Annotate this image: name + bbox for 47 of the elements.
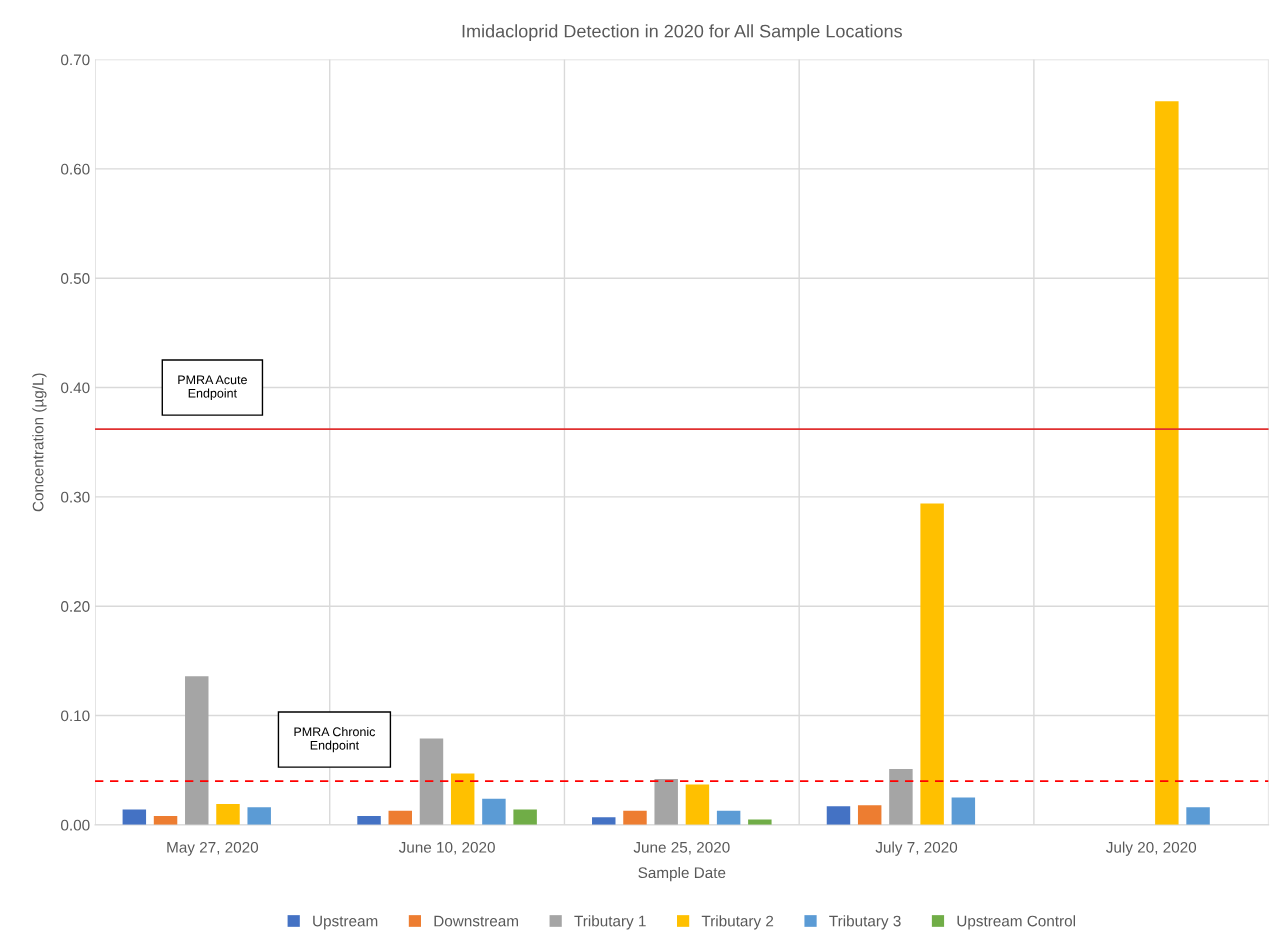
bar	[153, 816, 178, 825]
bar	[122, 809, 147, 825]
legend-label: Tributary 3	[829, 915, 901, 930]
bar	[685, 784, 710, 825]
bar	[826, 806, 851, 825]
ref-line-label: PMRA Acute Endpoint	[178, 375, 247, 401]
bar	[1155, 101, 1179, 825]
x-tick-label: June 25, 2020	[633, 841, 730, 855]
bar	[216, 804, 240, 825]
bar	[654, 778, 678, 825]
bar	[419, 738, 444, 825]
y-tick-label: 0.40	[61, 382, 90, 394]
bar	[513, 809, 537, 825]
bar	[185, 676, 209, 825]
x-axis-title: Sample Date	[638, 866, 726, 882]
x-tick-label: July 7, 2020	[875, 841, 958, 856]
bar	[1186, 807, 1210, 825]
bar	[450, 773, 475, 825]
bar	[920, 503, 944, 825]
bar	[857, 805, 882, 825]
legend-label: Tributary 1	[574, 915, 646, 930]
legend-label: Upstream	[313, 915, 378, 930]
y-tick-label: 0.00	[61, 819, 90, 831]
bar	[482, 798, 506, 825]
y-tick-label: 0.60	[61, 163, 90, 175]
ref-line-label: PMRA Chronic Endpoint	[294, 727, 376, 753]
y-tick-label: 0.30	[61, 491, 90, 503]
bar	[951, 797, 976, 825]
bar	[889, 769, 913, 825]
y-tick-label: 0.50	[61, 273, 90, 284]
x-tick-label: May 27, 2020	[167, 841, 259, 856]
x-tick-label: June 10, 2020	[398, 841, 495, 855]
bar	[748, 819, 772, 825]
legend-label: Tributary 2	[701, 915, 774, 930]
bar	[623, 810, 647, 825]
legend-label: Upstream Control	[957, 915, 1076, 930]
y-tick-label: 0.10	[61, 710, 90, 722]
legend-label: Downstream	[434, 915, 518, 927]
bar	[388, 810, 412, 825]
y-axis-title: Concentration (µg/L)	[32, 373, 47, 512]
bar	[357, 816, 381, 825]
bar	[716, 810, 741, 825]
y-tick-label: 0.70	[61, 54, 90, 66]
x-tick-label: July 20, 2020	[1106, 841, 1197, 856]
y-tick-label: 0.20	[61, 601, 90, 612]
chart-title: Imidacloprid Detection in 2020 for All Sample Locations	[462, 24, 902, 42]
bar	[247, 807, 271, 825]
